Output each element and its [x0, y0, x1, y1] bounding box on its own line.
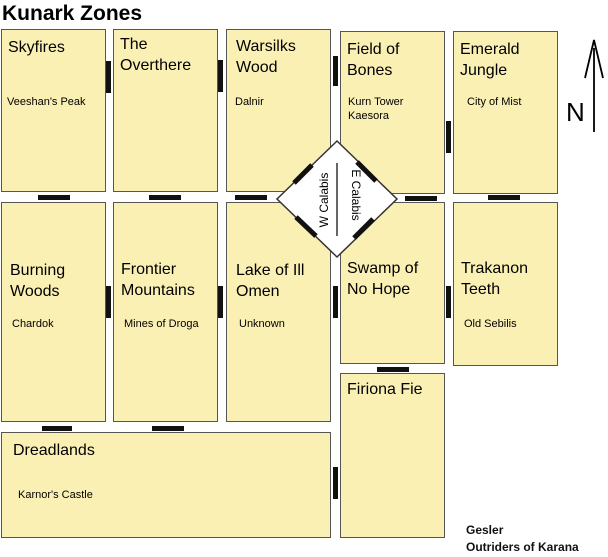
- author-name: Gesler: [466, 523, 504, 537]
- zone-connector: [446, 121, 451, 153]
- author-guild: Outriders of Karana: [466, 540, 579, 554]
- zone-dungeon: Karnor's Castle: [18, 489, 93, 501]
- zone-name: Skyfires: [8, 39, 65, 56]
- map-title: Kunark Zones: [2, 2, 143, 25]
- zone-connector: [355, 160, 378, 183]
- zone-name: The Overthere: [120, 36, 192, 74]
- zone-dreadlands[interactable]: Dreadlands Karnor's Castle: [1, 432, 331, 538]
- zone-name: Firiona Fie: [347, 381, 423, 398]
- zone-connector: [38, 195, 70, 200]
- zone-name: Frontier Mountains: [121, 261, 195, 299]
- zone-connector: [294, 215, 318, 238]
- north-label: N: [566, 97, 585, 127]
- zone-connector: [292, 163, 314, 185]
- zone-connector: [446, 286, 451, 318]
- north-arrow-icon: [584, 39, 604, 132]
- zone-connector: [42, 426, 72, 431]
- zone-dungeon: Unknown: [239, 318, 285, 330]
- zone-connector: [405, 196, 437, 201]
- zone-dungeon: Old Sebilis: [464, 318, 517, 330]
- zone-dungeon: Chardok: [12, 318, 54, 330]
- zone-name: Emerald Jungle: [460, 41, 520, 79]
- zone-frontier-mountains[interactable]: Frontier Mountains Mines of Droga: [113, 202, 218, 422]
- zone-dungeon: Dalnir: [235, 96, 264, 108]
- zone-connector: [106, 286, 111, 318]
- zone-connector: [333, 286, 338, 318]
- zone-overthere[interactable]: The Overthere: [113, 29, 218, 192]
- zone-name: Dreadlands: [13, 442, 95, 459]
- zone-connector: [218, 286, 223, 318]
- zone-connector: [235, 195, 267, 200]
- zone-dungeon: Mines of Droga: [124, 318, 199, 330]
- zone-name: Trakanon Teeth: [461, 260, 528, 298]
- e-calabis-label: E Calabis: [349, 169, 363, 220]
- zone-skyfires[interactable]: Skyfires Veeshan's Peak: [1, 29, 106, 192]
- zone-dungeon-2: Kaesora: [348, 110, 389, 122]
- zone-emerald-jungle[interactable]: Emerald Jungle City of Mist: [453, 31, 558, 194]
- zone-connector: [152, 426, 184, 431]
- zone-trakanon-teeth[interactable]: Trakanon Teeth Old Sebilis: [453, 202, 558, 366]
- zone-burning-woods[interactable]: Burning Woods Chardok: [1, 202, 106, 422]
- zone-connector: [352, 217, 375, 240]
- zone-name: Field of Bones: [347, 41, 400, 79]
- zone-dungeon: Veeshan's Peak: [7, 96, 86, 108]
- zone-connector: [488, 195, 520, 200]
- zone-dungeon: Kurn Tower: [348, 96, 404, 108]
- zone-dungeon: City of Mist: [467, 96, 522, 108]
- w-calabis-label: W Calabis: [317, 173, 331, 228]
- zone-firiona-vie[interactable]: Firiona Fie: [340, 373, 445, 538]
- zone-connector: [218, 60, 223, 92]
- zone-connector: [149, 195, 181, 200]
- zone-name: Swamp of No Hope: [347, 260, 419, 298]
- zone-connector: [106, 61, 111, 93]
- zone-name: Burning Woods: [10, 262, 66, 300]
- zone-name: Lake of Ill Omen: [236, 262, 305, 300]
- author-credit: Gesler Outriders of Karana: [466, 522, 579, 556]
- zone-connector: [377, 367, 409, 372]
- zone-connector: [333, 56, 338, 86]
- zone-name: Warsilks Wood: [236, 38, 296, 76]
- zone-connector: [333, 467, 338, 499]
- zone-lake-of-ill-omen[interactable]: Lake of Ill Omen Unknown: [226, 202, 331, 422]
